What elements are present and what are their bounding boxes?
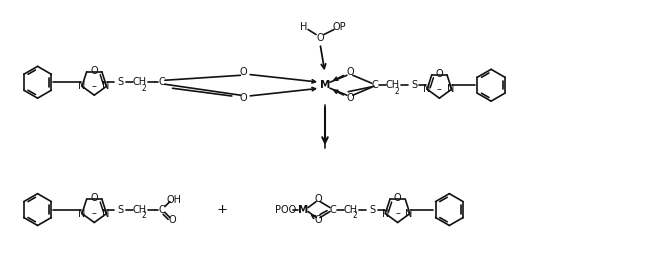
Text: 2: 2 — [395, 87, 399, 96]
Text: S: S — [117, 77, 123, 87]
Text: O: O — [168, 216, 176, 226]
Text: N: N — [78, 81, 86, 91]
Text: 2: 2 — [142, 211, 146, 220]
Text: C: C — [158, 205, 165, 215]
Text: 2: 2 — [142, 84, 146, 93]
Text: O: O — [316, 34, 324, 44]
Text: N: N — [381, 209, 389, 219]
Text: OH: OH — [166, 195, 182, 205]
Text: O: O — [346, 67, 353, 77]
Text: O: O — [90, 193, 98, 203]
Text: CH: CH — [385, 80, 400, 90]
Text: CH: CH — [344, 205, 358, 215]
Text: O: O — [314, 216, 322, 226]
Text: H: H — [300, 22, 308, 31]
Text: –: – — [395, 209, 400, 219]
Text: O: O — [240, 93, 247, 103]
Text: –: – — [92, 209, 97, 219]
Text: S: S — [411, 80, 417, 90]
Text: O: O — [436, 69, 443, 79]
Text: O: O — [314, 194, 322, 204]
Text: N: N — [405, 209, 413, 219]
Text: CH: CH — [133, 205, 147, 215]
Text: N: N — [102, 81, 109, 91]
Text: M: M — [320, 80, 330, 90]
Text: O: O — [90, 66, 98, 76]
Text: S: S — [117, 205, 123, 215]
Text: POO: POO — [275, 205, 296, 215]
Text: O: O — [240, 67, 247, 77]
Text: OP: OP — [332, 22, 346, 31]
Text: N: N — [78, 209, 86, 219]
Text: N: N — [447, 84, 454, 94]
Text: +: + — [217, 203, 228, 216]
Text: C: C — [329, 205, 337, 215]
Text: N: N — [423, 84, 431, 94]
Text: –: – — [437, 84, 442, 94]
Text: N: N — [102, 209, 109, 219]
Text: CH: CH — [133, 77, 147, 87]
Text: C: C — [158, 77, 165, 87]
Text: –: – — [92, 81, 97, 91]
Text: 2: 2 — [352, 211, 357, 220]
Text: O: O — [346, 93, 353, 103]
Text: O: O — [394, 193, 402, 203]
Text: S: S — [370, 205, 376, 215]
Text: M: M — [298, 205, 309, 215]
Text: C: C — [371, 80, 378, 90]
